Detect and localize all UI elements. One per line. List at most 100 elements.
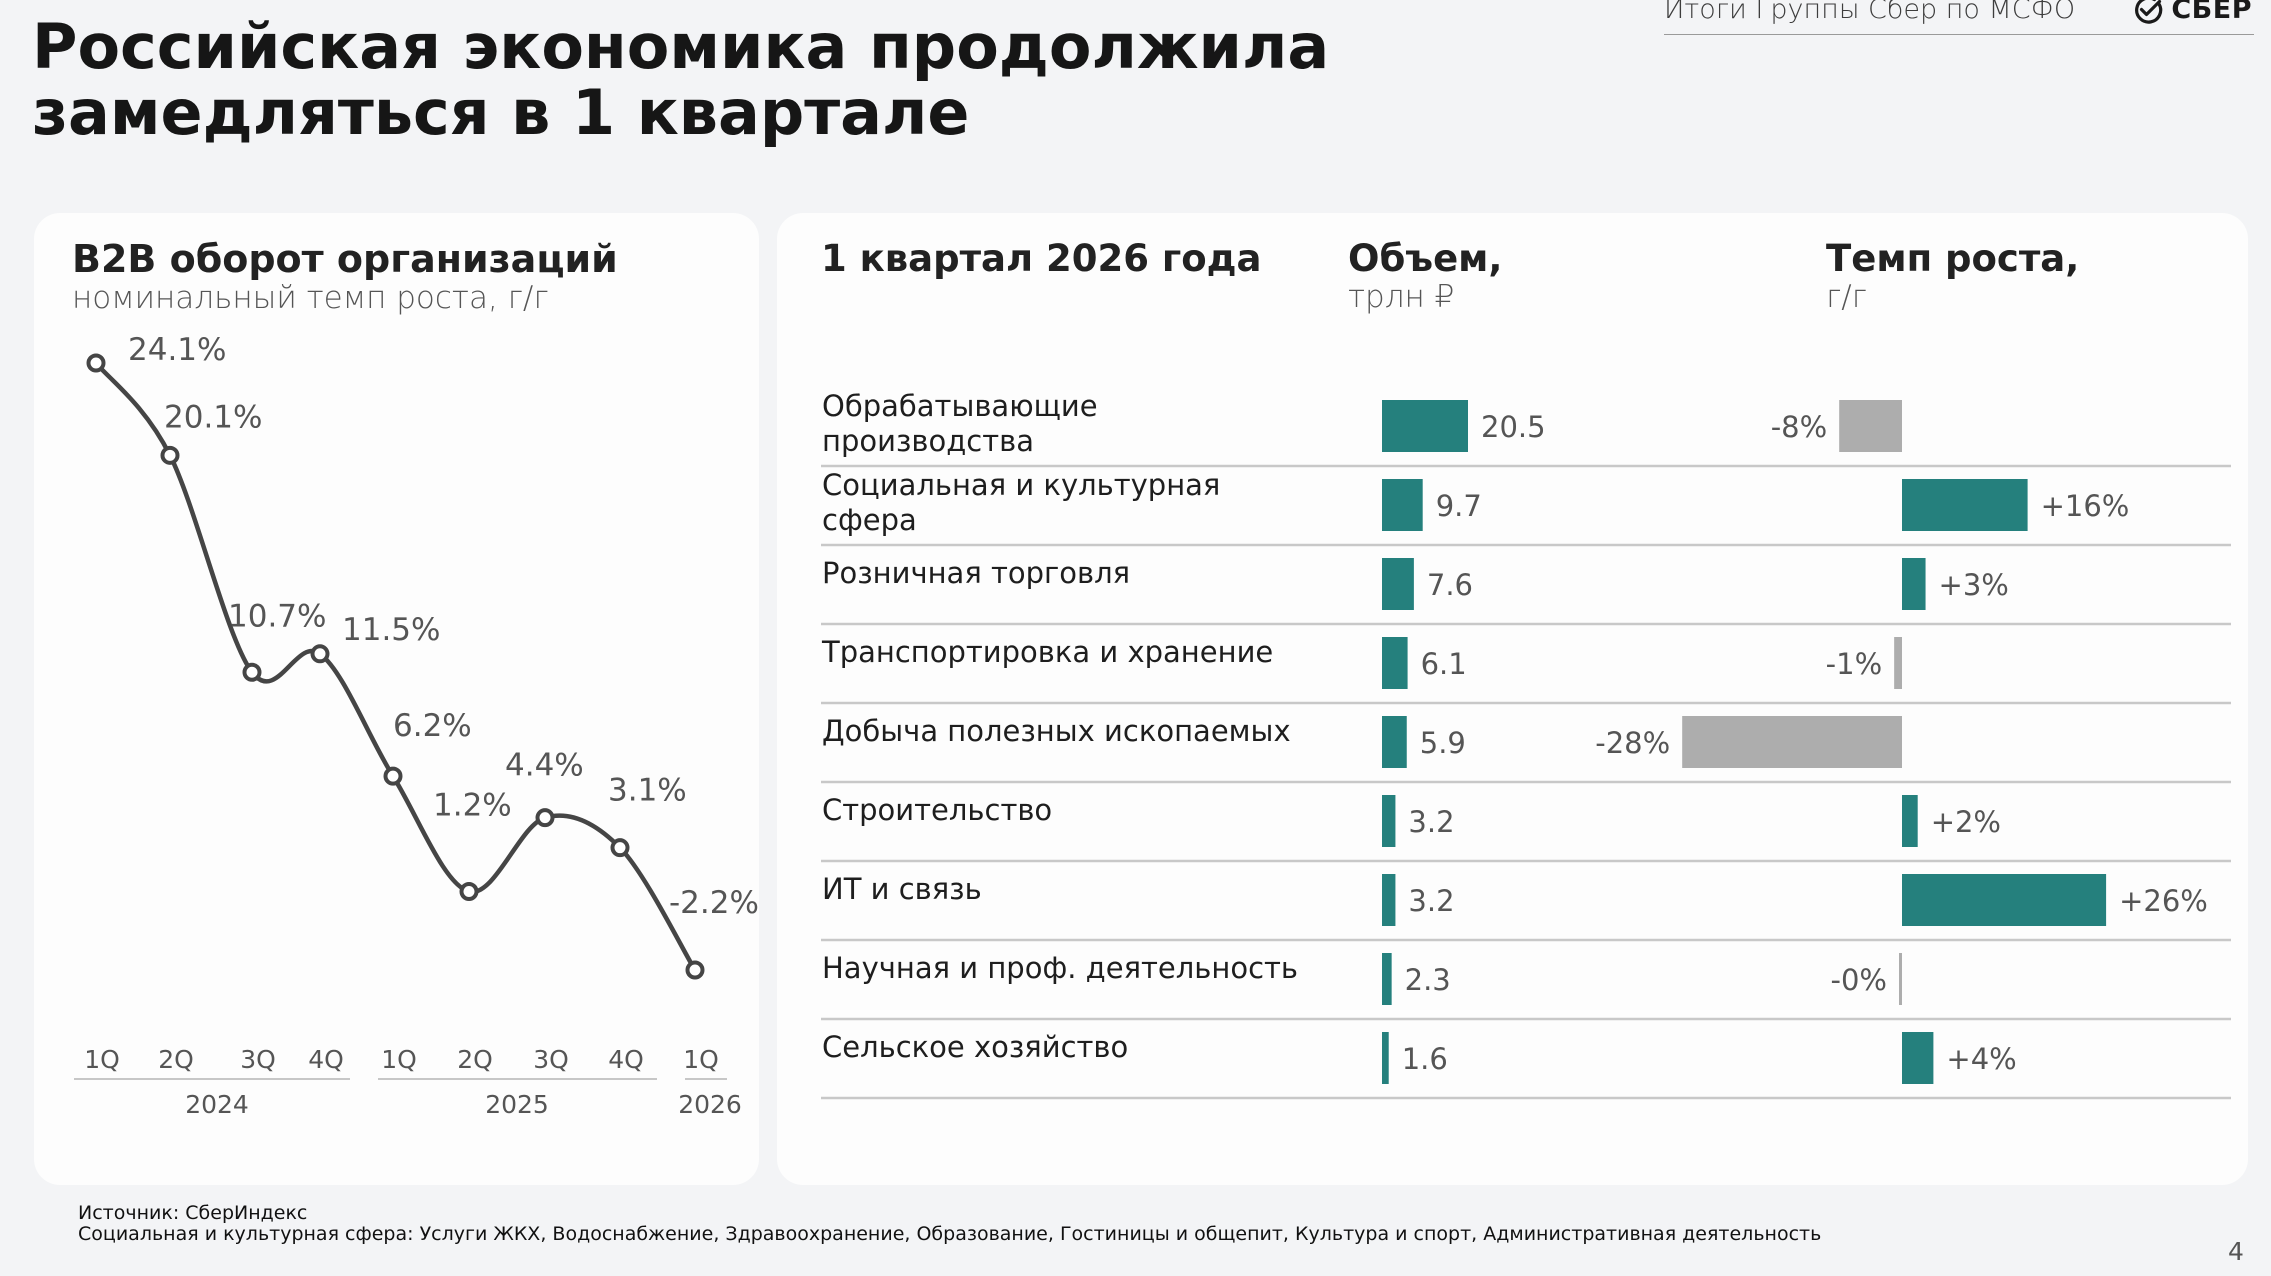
growth-bar xyxy=(1682,716,1902,768)
brand-name: СБЕР xyxy=(2171,0,2252,25)
page-title-line-2: замедляться в 1 квартале xyxy=(32,76,970,149)
line-point xyxy=(685,960,705,980)
x-tick-label: 1Q xyxy=(84,1045,120,1074)
sber-checkmark-icon xyxy=(2135,0,2163,24)
brand-logo: СБЕР xyxy=(2133,0,2252,25)
year-label: 2025 xyxy=(485,1090,549,1119)
category-label: Строительство xyxy=(822,793,1052,827)
volume-bar xyxy=(1382,558,1414,610)
volume-unit: трлн ₽ xyxy=(1348,279,1455,315)
category-label: сфера xyxy=(822,503,917,537)
growth-value-label: -0% xyxy=(1831,963,1887,997)
growth-bar xyxy=(1902,874,2107,926)
data-label: 20.1% xyxy=(164,399,262,435)
volume-value-label: 9.7 xyxy=(1436,489,1482,523)
volume-bar xyxy=(1382,1032,1389,1084)
b2b-line-chart: 24.1% 20.1% 10.7% 11.5% 6.2% 1.2% 4.4% 3.1% -2.2… xyxy=(74,332,759,1119)
category-label: Сельское хозяйство xyxy=(822,1030,1128,1064)
growth-value-label: +2% xyxy=(1931,805,2001,839)
growth-bar xyxy=(1899,953,1902,1005)
growth-value-label: +16% xyxy=(2041,489,2130,523)
category-label: Социальная и культурная xyxy=(822,468,1220,502)
data-label: 3.1% xyxy=(608,773,687,809)
x-tick-label: 4Q xyxy=(308,1045,344,1074)
b2b-turnover-card: B2B оборот организаций номинальный темп … xyxy=(34,213,759,1185)
volume-bar xyxy=(1382,637,1408,689)
x-tick-label: 3Q xyxy=(240,1045,276,1074)
volume-bar xyxy=(1382,716,1407,768)
growth-bar xyxy=(1839,400,1902,452)
volume-value-label: 5.9 xyxy=(1420,726,1466,760)
volume-value-label: 3.2 xyxy=(1408,805,1454,839)
volume-value-label: 20.5 xyxy=(1481,410,1546,444)
report-header: Итоги Группы Сбер по МСФО СБЕР xyxy=(1664,0,2254,35)
growth-value-label: -28% xyxy=(1595,726,1670,760)
volume-value-label: 1.6 xyxy=(1402,1042,1448,1076)
x-tick-label: 2Q xyxy=(457,1045,493,1074)
category-label: Добыча полезных ископаемых xyxy=(822,714,1291,748)
growth-bar xyxy=(1902,558,1926,610)
report-label: Итоги Группы Сбер по МСФО xyxy=(1664,0,2076,25)
data-label: 4.4% xyxy=(505,748,584,784)
growth-bar xyxy=(1902,795,1918,847)
line-point xyxy=(160,445,180,465)
line-chart-title: B2B оборот организаций xyxy=(72,237,618,281)
line-point xyxy=(310,644,330,664)
line-chart-subtitle: номинальный темп роста, г/г xyxy=(72,280,549,316)
line-point xyxy=(383,766,403,786)
growth-bar xyxy=(1894,637,1902,689)
page-title: Российская экономика продолжила замедлят… xyxy=(32,14,1432,146)
data-label: 10.7% xyxy=(228,598,326,634)
x-tick-label: 1Q xyxy=(683,1045,719,1074)
x-tick-label: 2Q xyxy=(158,1045,194,1074)
volume-header: Объем, xyxy=(1348,237,1503,280)
source-note: Источник: СберИндекс xyxy=(78,1202,308,1224)
category-label: Научная и проф. деятельность xyxy=(822,951,1298,985)
volume-value-label: 3.2 xyxy=(1408,884,1454,918)
volume-bar xyxy=(1382,400,1468,452)
definition-note: Социальная и культурная сфера: Услуги ЖК… xyxy=(78,1223,1822,1245)
growth-value-label: -1% xyxy=(1826,647,1882,681)
volume-value-label: 6.1 xyxy=(1421,647,1467,681)
category-label: ИТ и связь xyxy=(822,872,982,906)
data-label: 11.5% xyxy=(342,612,440,648)
volume-bar xyxy=(1382,953,1392,1005)
data-label: -2.2% xyxy=(669,885,759,921)
volume-bar xyxy=(1382,479,1423,531)
footnotes: Источник: СберИндекс Социальная и культу… xyxy=(78,1203,1821,1245)
growth-value-label: +26% xyxy=(2119,884,2208,918)
line-point xyxy=(459,882,479,902)
page-number: 4 xyxy=(2228,1237,2244,1266)
year-label: 2026 xyxy=(678,1090,742,1119)
growth-bar xyxy=(1902,1032,1934,1084)
category-label: Обрабатывающие xyxy=(822,389,1098,423)
volume-value-label: 7.6 xyxy=(1427,568,1473,602)
data-label: 6.2% xyxy=(393,708,472,744)
sector-breakdown-card: 1 квартал 2026 года Объем, трлн ₽ Темп р… xyxy=(777,213,2248,1185)
volume-value-label: 2.3 xyxy=(1405,963,1451,997)
x-tick-label: 1Q xyxy=(381,1045,417,1074)
growth-value-label: +4% xyxy=(1946,1042,2016,1076)
volume-bar xyxy=(1382,874,1396,926)
growth-unit: г/г xyxy=(1826,279,1867,315)
volume-bar xyxy=(1382,795,1396,847)
line-point xyxy=(86,353,106,373)
growth-value-label: -8% xyxy=(1771,410,1827,444)
period-header: 1 квартал 2026 года xyxy=(821,237,1262,280)
line-point xyxy=(610,838,630,858)
growth-value-label: +3% xyxy=(1939,568,2009,602)
year-label: 2024 xyxy=(185,1090,249,1119)
page-title-line-1: Российская экономика продолжила xyxy=(32,10,1330,83)
line-point xyxy=(242,662,262,682)
b2b-growth-line xyxy=(94,361,697,972)
data-label: 1.2% xyxy=(433,788,512,824)
x-tick-label: 4Q xyxy=(608,1045,644,1074)
data-label: 24.1% xyxy=(128,332,226,368)
growth-header: Темп роста, xyxy=(1826,237,2080,280)
category-label: Розничная торговля xyxy=(822,556,1130,590)
category-label: производства xyxy=(822,424,1034,458)
category-label: Транспортировка и хранение xyxy=(821,635,1273,669)
growth-bar xyxy=(1902,479,2028,531)
line-point xyxy=(535,808,555,828)
